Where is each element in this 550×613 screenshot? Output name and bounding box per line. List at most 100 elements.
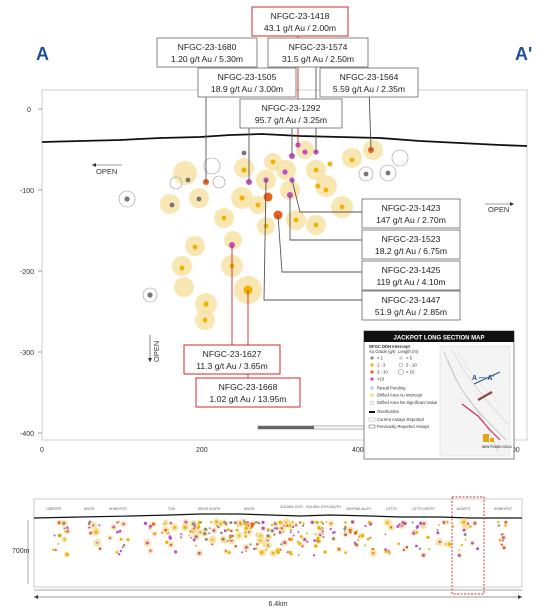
strip-intercept-dot: [116, 530, 119, 534]
strip-intercept-dot: [126, 538, 130, 542]
callout-nfgc-23-1564: NFGC-23-1564 5.59 g/t Au / 2.35m: [319, 67, 419, 98]
strip-intercept-dot: [180, 536, 182, 539]
legend-item-previous-assays: Previously Reported Assays: [377, 424, 429, 429]
y-axis: 0 -100 -200 -300 -400: [20, 107, 42, 438]
callout-nfgc-23-1292: NFGC-23-1292 95.7 g/t Au / 3.25m: [239, 98, 343, 129]
strip-intercept-dot: [463, 533, 467, 536]
strip-intercept-dot: [264, 548, 268, 551]
svg-text:OPEN: OPEN: [488, 205, 509, 214]
svg-text:NFGC-23-1627: NFGC-23-1627: [203, 349, 262, 359]
legend-length-0: < 5: [406, 356, 413, 361]
strip-intercept-dot: [169, 522, 172, 525]
svg-text:NFGC-23-1505: NFGC-23-1505: [218, 72, 277, 82]
svg-text:OPEN: OPEN: [152, 341, 161, 362]
zone-label-4: KEATS SOUTH: [198, 507, 221, 511]
strip-intercept-dot: [239, 522, 243, 526]
strip-intercept-dot: [504, 524, 507, 527]
callout-nfgc-23-1668: NFGC-23-1668 1.02 g/t Au / 13.95m: [195, 377, 301, 408]
strip-intercept-dot: [143, 521, 147, 525]
strip-intercept-dot: [89, 531, 92, 535]
x-tick-400: 400: [352, 447, 364, 454]
legend-grade-0: < 1: [377, 356, 384, 361]
zone-label-2: HONEYPOT: [109, 507, 127, 511]
strip-intercept-dot: [476, 547, 480, 551]
strip-intercept-dot: [504, 520, 508, 524]
strip-intercept-dot: [299, 535, 303, 539]
inset-map-label: A — A': [472, 375, 494, 382]
strip-intercept-dot: [161, 531, 163, 534]
strip-intercept-dot: [168, 535, 172, 538]
legend-title: JACKPOT LONG SECTION MAP: [393, 336, 484, 342]
strip-intercept-dot: [208, 527, 211, 529]
callout-nfgc-23-1680: NFGC-23-1680 1.20 g/t Au / 5.30m: [156, 37, 258, 68]
strip-intercept-dot: [421, 553, 425, 557]
strip-intercept-dot: [303, 538, 307, 541]
strip-intercept-dot: [356, 529, 358, 532]
strip-intercept-dot: [88, 526, 91, 529]
legend-item-current-assays: Current Assays Reported: [377, 417, 424, 422]
strip-intercept-dot: [221, 537, 224, 540]
strip-intercept-dot: [273, 522, 277, 525]
strip-intercept-dot: [259, 534, 262, 538]
svg-text:NFGC-23-1574: NFGC-23-1574: [289, 42, 348, 52]
strip-intercept-dot: [436, 531, 440, 535]
long-section-depth-label: 700m: [12, 548, 30, 555]
strip-intercept-dot: [270, 524, 273, 527]
strip-intercept-dot: [276, 548, 280, 552]
strip-intercept-dot: [248, 531, 251, 533]
strip-intercept-dot: [471, 541, 474, 545]
legend-length-1: 5 - 10: [406, 363, 417, 368]
strip-intercept-dot: [174, 550, 178, 554]
svg-text:NFGC-23-1423: NFGC-23-1423: [382, 203, 441, 213]
strip-intercept-dot: [193, 525, 197, 528]
strip-intercept-dot: [415, 544, 418, 548]
svg-text:11.3 g/t Au / 3.65m: 11.3 g/t Au / 3.65m: [196, 361, 268, 371]
strip-intercept-dot: [349, 531, 352, 534]
zone-label-1: KEATS: [84, 507, 94, 511]
strip-intercept-dot: [149, 549, 152, 552]
strip-intercept-dot: [163, 522, 166, 525]
strip-intercept-dot: [290, 537, 294, 541]
svg-text:NFGC-23-1523: NFGC-23-1523: [382, 234, 441, 244]
strip-intercept-dot: [53, 534, 56, 537]
legend-grade-3: >10: [377, 377, 385, 382]
strip-intercept-dot: [502, 546, 506, 550]
callout-nfgc-23-1505: NFGC-23-1505 18.9 g/t Au / 3.00m: [197, 67, 297, 98]
strip-intercept-dot: [98, 547, 102, 551]
strip-intercept-dot: [348, 528, 352, 532]
strip-intercept-dot: [244, 534, 248, 538]
strip-intercept-dot: [302, 524, 305, 527]
zone-label-0: LOBSTER: [46, 507, 62, 511]
svg-text:NFGC-23-1292: NFGC-23-1292: [262, 103, 321, 113]
zone-label-12: HONEYPOT: [494, 507, 512, 511]
strip-intercept-dot: [462, 520, 466, 524]
long-section-length-label: 6.4km: [268, 601, 287, 608]
strip-intercept-dot: [253, 547, 256, 551]
strip-intercept-dot: [436, 528, 439, 531]
strip-intercept-dot: [223, 522, 226, 525]
legend-grade-2: 3 - 10: [377, 370, 388, 375]
strip-intercept-dot: [190, 536, 193, 539]
strip-intercept-dot: [197, 523, 200, 526]
strip-intercept-dot: [331, 531, 335, 534]
strip-intercept-dot: [306, 540, 309, 543]
strip-intercept-dot: [351, 520, 355, 524]
drill-intercept-halos: [160, 140, 383, 330]
strip-intercept-dot: [249, 543, 252, 546]
strip-intercept-dot: [343, 527, 347, 531]
strip-intercept-dot: [235, 528, 239, 532]
strip-intercept-dot: [57, 534, 60, 537]
strip-intercept-dot: [192, 538, 196, 542]
strip-intercept-dot: [344, 533, 346, 536]
strip-intercept-dot: [96, 542, 99, 544]
strip-intercept-dot: [411, 521, 414, 524]
svg-text:1.02 g/t Au / 13.95m: 1.02 g/t Au / 13.95m: [210, 394, 287, 404]
callout-nfgc-23-1425: NFGC-23-1425 119 g/t Au / 4.10m: [361, 260, 461, 291]
strip-intercept-dot: [119, 549, 123, 553]
strip-intercept-dot: [280, 527, 283, 530]
zone-label-10: LOTTO NORTH: [412, 507, 435, 511]
strip-intercept-dot: [199, 531, 202, 534]
zone-label-8: CENTRAL ALLEY: [346, 507, 372, 511]
y-tick-100: -100: [20, 188, 34, 195]
zone-label-3: TCM: [168, 507, 175, 511]
